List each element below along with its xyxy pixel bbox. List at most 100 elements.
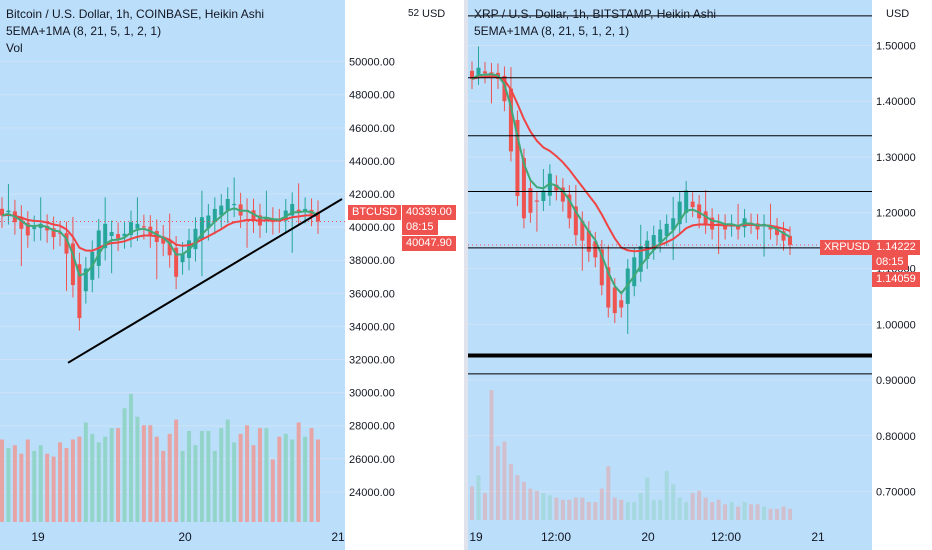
candle-body <box>710 217 715 230</box>
volume-bar <box>489 390 494 520</box>
candle-body <box>612 287 617 314</box>
candle-body <box>6 210 11 213</box>
y-tick-label: 42000.00 <box>349 189 395 201</box>
y-tick-label: 1.30000 <box>876 152 916 164</box>
btc-chart-panel[interactable]: 24000.00 26000.00 28000.00 30000.00 32000.00… <box>0 0 464 550</box>
y-tick-label: 1.40000 <box>876 96 916 108</box>
volume-bar <box>290 439 295 522</box>
trend-line <box>67 198 343 364</box>
volume-bar <box>19 453 24 522</box>
volume-bar <box>787 508 793 520</box>
candle-body <box>580 220 585 241</box>
xrp-symbol-title[interactable]: XRP / U.S. Dollar, 1h, BITSTAMP, Heikin … <box>474 7 717 21</box>
volume-bar <box>651 499 656 520</box>
candle-body <box>116 234 121 239</box>
x-tick-label: 20 <box>178 530 192 544</box>
btc-volume-label[interactable]: Vol <box>6 41 23 55</box>
candle-body <box>180 253 185 263</box>
volume-bar <box>77 436 82 522</box>
volume-bar <box>187 430 192 522</box>
btc-symbol-title[interactable]: Bitcoin / U.S. Dollar, 1h, COINBASE, Hei… <box>6 7 265 21</box>
volume-bar <box>560 499 565 520</box>
volume-bar <box>749 504 754 520</box>
volume-bar <box>703 497 708 520</box>
xrp-indicator-label[interactable]: 5EMA+1MA (8, 21, 5, 1, 2, 1) <box>474 24 630 38</box>
candle-body <box>32 227 37 230</box>
volume-bar <box>599 488 604 520</box>
candle-body <box>489 72 494 74</box>
volume-bar <box>180 450 185 522</box>
candle-body <box>502 75 507 102</box>
candle-body <box>141 226 146 228</box>
volume-bar <box>502 441 507 520</box>
volume-bar <box>534 490 539 520</box>
y-tick-label: 46000.00 <box>349 123 395 135</box>
volume-bar <box>710 502 715 520</box>
y-tick-label: 0.70000 <box>876 487 916 499</box>
volume-bar <box>51 456 56 522</box>
candle-body <box>25 222 30 236</box>
candle-body <box>77 264 82 319</box>
candle-body <box>476 67 481 75</box>
volume-bar <box>775 508 780 520</box>
volume-bar <box>309 428 314 522</box>
volume-bar <box>238 433 243 522</box>
volume-bar <box>684 502 689 520</box>
volume-bar <box>762 506 767 520</box>
xrp-ticker-tag: XRPUSD <box>820 240 874 255</box>
volume-bar <box>96 442 101 522</box>
volume-bar <box>495 446 500 520</box>
candle-body <box>560 187 565 202</box>
candle-body <box>264 217 269 221</box>
candle-body <box>70 243 75 286</box>
candle-body <box>193 228 198 250</box>
volume-bar <box>638 493 643 520</box>
volume-bar <box>586 502 591 520</box>
candle-body <box>232 203 237 206</box>
y-tick-label: 0.90000 <box>876 375 916 387</box>
volume-bar <box>161 450 166 522</box>
candle-body <box>736 225 741 230</box>
volume-bar <box>554 497 559 520</box>
candle-body <box>599 249 604 286</box>
volume-bar <box>135 416 140 522</box>
candle-body <box>619 300 624 308</box>
btc-indicator-label[interactable]: 5EMA+1MA (8, 21, 5, 1, 2, 1) <box>6 24 162 38</box>
btc-legend: Bitcoin / U.S. Dollar, 1h, COINBASE, Hei… <box>6 6 264 57</box>
volume-bar <box>128 394 133 522</box>
xrp-chart-panel[interactable]: 0.700000.800000.900001.000001.100001.200… <box>468 0 932 550</box>
volume-bar <box>38 445 43 522</box>
volume-bar <box>469 486 475 520</box>
xrp-chart-canvas[interactable]: 0.700000.800000.900001.000001.100001.200… <box>468 0 932 550</box>
y-tick-label: 44000.00 <box>349 156 395 168</box>
panel-divider[interactable] <box>464 0 468 550</box>
candle-body <box>469 70 475 79</box>
candle-body <box>671 218 676 230</box>
candle-body <box>174 247 179 277</box>
volume-bar <box>606 466 611 520</box>
xrp-currency-label[interactable]: USD <box>886 8 910 20</box>
volume-bar <box>225 419 230 522</box>
candle-body <box>723 223 728 230</box>
xrp-countdown-tag: 08:15 <box>872 255 908 270</box>
volume-bar <box>567 499 572 520</box>
candle-body <box>199 217 204 239</box>
x-tick-label: 20 <box>641 530 655 544</box>
btc-chart-canvas[interactable]: 24000.00 26000.00 28000.00 30000.00 32000.00… <box>0 0 464 550</box>
xrp-last-price-tag: 1.14222 <box>872 240 920 255</box>
candle-body <box>547 173 552 196</box>
candle-body <box>51 228 56 238</box>
volume-bar <box>12 445 17 522</box>
candle-body <box>58 232 63 234</box>
volume-bar <box>476 475 481 520</box>
btc-last-price-tag: 40339.00 <box>402 205 456 220</box>
btc-currency-label[interactable]: USD <box>422 8 446 20</box>
volume-bar <box>671 484 676 520</box>
volume-bar <box>593 502 598 520</box>
candle-body <box>290 203 295 216</box>
volume-bar <box>697 490 702 520</box>
y-tick-label: 50000.00 <box>349 57 395 69</box>
y-tick-label: 48000.00 <box>349 90 395 102</box>
volume-bar <box>296 422 301 522</box>
btc-ema-price-tag: 40047.90 <box>402 236 456 251</box>
